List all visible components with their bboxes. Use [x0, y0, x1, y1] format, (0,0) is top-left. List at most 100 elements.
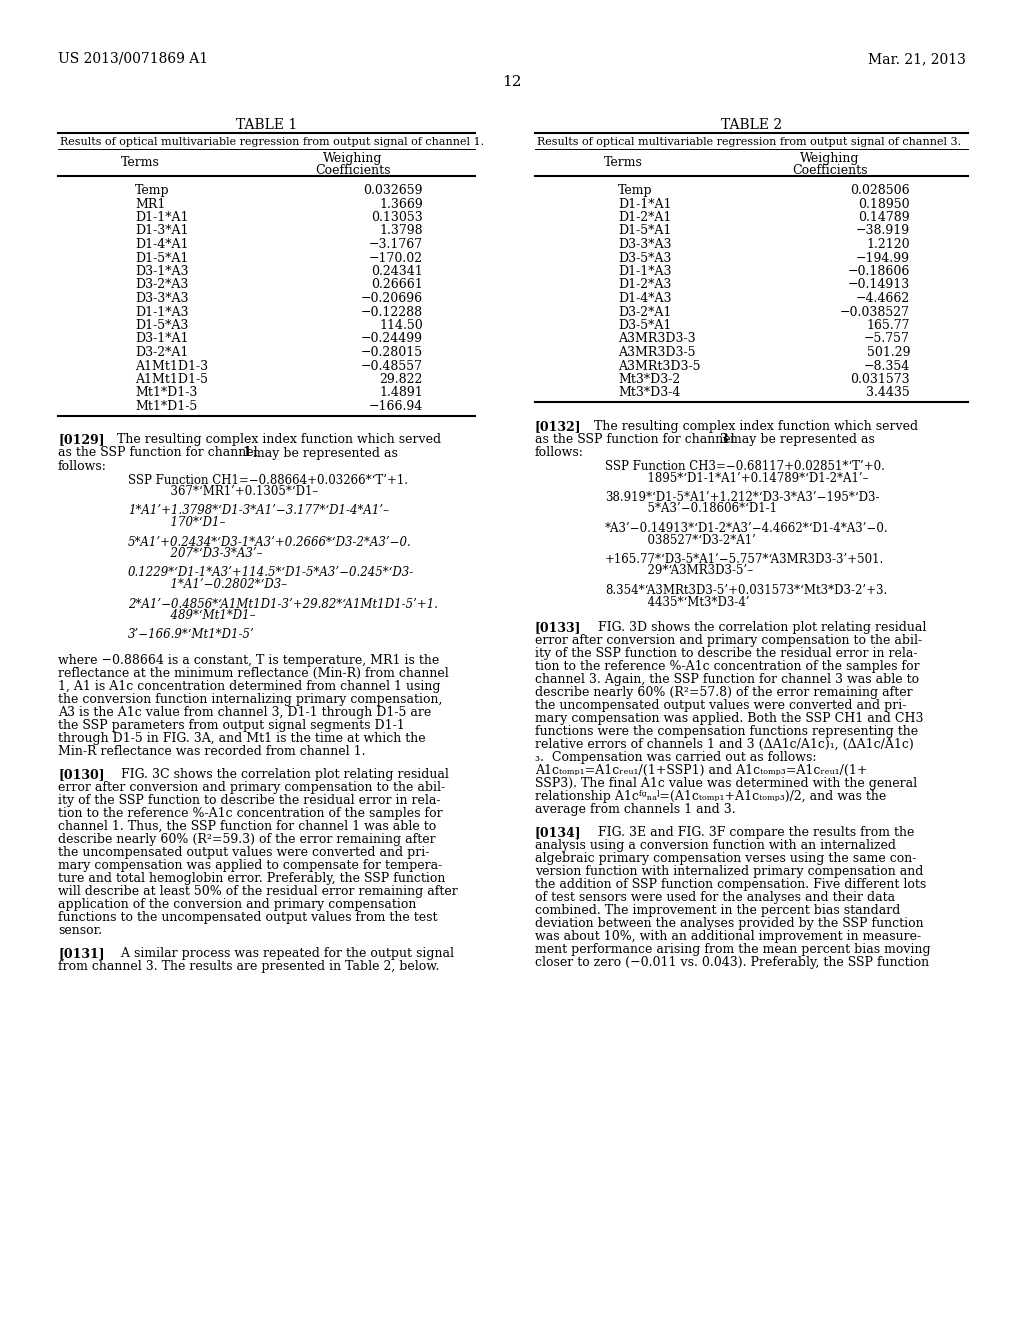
- Text: deviation between the analyses provided by the SSP function: deviation between the analyses provided …: [535, 917, 924, 931]
- Text: relative errors of channels 1 and 3 (ΔA1c/A1c)₁, (ΔA1c/A1c): relative errors of channels 1 and 3 (ΔA1…: [535, 738, 913, 751]
- Text: ment performance arising from the mean percent bias moving: ment performance arising from the mean p…: [535, 942, 931, 956]
- Text: error after conversion and primary compensation to the abil-: error after conversion and primary compe…: [535, 634, 923, 647]
- Text: 0.1229*‘D1-1*A3’+114.5*‘D1-5*A3’−0.245*‘D3-: 0.1229*‘D1-1*A3’+114.5*‘D1-5*A3’−0.245*‘…: [128, 566, 415, 579]
- Text: Min-R reflectance was recorded from channel 1.: Min-R reflectance was recorded from chan…: [58, 744, 366, 758]
- Text: D1-1*A1: D1-1*A1: [618, 198, 672, 210]
- Text: TABLE 1: TABLE 1: [236, 117, 297, 132]
- Text: 5*A3’−0.18606*‘D1-1: 5*A3’−0.18606*‘D1-1: [625, 503, 777, 516]
- Text: −0.18606: −0.18606: [848, 265, 910, 279]
- Text: The resulting complex index function which served: The resulting complex index function whi…: [105, 433, 441, 446]
- Text: US 2013/0071869 A1: US 2013/0071869 A1: [58, 51, 208, 66]
- Text: 29.822: 29.822: [380, 374, 423, 385]
- Text: 207*‘D3-3*A3’–: 207*‘D3-3*A3’–: [148, 546, 262, 560]
- Text: −4.4662: −4.4662: [856, 292, 910, 305]
- Text: −3.1767: −3.1767: [369, 238, 423, 251]
- Text: [0131]: [0131]: [58, 946, 104, 960]
- Text: [0129]: [0129]: [58, 433, 104, 446]
- Text: 0.13053: 0.13053: [372, 211, 423, 224]
- Text: Mt3*D3-2: Mt3*D3-2: [618, 374, 680, 385]
- Text: algebraic primary compensation verses using the same con-: algebraic primary compensation verses us…: [535, 851, 916, 865]
- Text: −0.48557: −0.48557: [361, 359, 423, 372]
- Text: Terms: Terms: [603, 156, 642, 169]
- Text: D1-5*A1: D1-5*A1: [618, 224, 672, 238]
- Text: SSP Function CH3=−0.68117+0.02851*‘T’+0.: SSP Function CH3=−0.68117+0.02851*‘T’+0.: [605, 459, 885, 473]
- Text: the SSP parameters from output signal segments D1-1: the SSP parameters from output signal se…: [58, 719, 404, 733]
- Text: 4435*‘Mt3*D3-4’: 4435*‘Mt3*D3-4’: [625, 595, 750, 609]
- Text: tion to the reference %-A1c concentration of the samples for: tion to the reference %-A1c concentratio…: [58, 807, 442, 820]
- Text: D1-5*A3: D1-5*A3: [135, 319, 188, 333]
- Text: [0133]: [0133]: [535, 620, 582, 634]
- Text: 29*‘A3MR3D3-5’–: 29*‘A3MR3D3-5’–: [625, 565, 753, 578]
- Text: Weighing: Weighing: [324, 152, 383, 165]
- Text: [0134]: [0134]: [535, 826, 582, 840]
- Text: 0.14789: 0.14789: [858, 211, 910, 224]
- Text: functions to the uncompensated output values from the test: functions to the uncompensated output va…: [58, 911, 437, 924]
- Text: 3.4435: 3.4435: [866, 387, 910, 400]
- Text: mary compensation was applied to compensate for tempera-: mary compensation was applied to compens…: [58, 859, 442, 873]
- Text: ity of the SSP function to describe the residual error in rela-: ity of the SSP function to describe the …: [535, 647, 918, 660]
- Text: 1.3798: 1.3798: [379, 224, 423, 238]
- Text: Mt1*D1-3: Mt1*D1-3: [135, 387, 198, 400]
- Text: D1-5*A1: D1-5*A1: [135, 252, 188, 264]
- Text: relationship A1cᶠᶢₙₐᶪ=(A1cₜₒₘₚ₁+A1cₜₒₘₚ₃)/2, and was the: relationship A1cᶠᶢₙₐᶪ=(A1cₜₒₘₚ₁+A1cₜₒₘₚ₃…: [535, 789, 886, 803]
- Text: of test sensors were used for the analyses and their data: of test sensors were used for the analys…: [535, 891, 895, 904]
- Text: from channel 3. The results are presented in Table 2, below.: from channel 3. The results are presente…: [58, 960, 439, 973]
- Text: 2*A1’−0.4856*‘A1Mt1D1-3’+29.82*‘A1Mt1D1-5’+1.: 2*A1’−0.4856*‘A1Mt1D1-3’+29.82*‘A1Mt1D1-…: [128, 598, 438, 610]
- Text: −0.20696: −0.20696: [360, 292, 423, 305]
- Text: follows:: follows:: [58, 459, 106, 473]
- Text: D1-3*A1: D1-3*A1: [135, 224, 188, 238]
- Text: A3 is the A1c value from channel 3, D1-1 through D1-5 are: A3 is the A1c value from channel 3, D1-1…: [58, 706, 431, 719]
- Text: The resulting complex index function which served: The resulting complex index function whi…: [582, 420, 919, 433]
- Text: Mt3*D3-4: Mt3*D3-4: [618, 387, 680, 400]
- Text: 1*A1’+1.3798*‘D1-3*A1’−3.177*‘D1-4*A1’–: 1*A1’+1.3798*‘D1-3*A1’−3.177*‘D1-4*A1’–: [128, 504, 389, 517]
- Text: −8.354: −8.354: [864, 359, 910, 372]
- Text: −194.99: −194.99: [856, 252, 910, 264]
- Text: combined. The improvement in the percent bias standard: combined. The improvement in the percent…: [535, 904, 900, 917]
- Text: where −0.88664 is a constant, T is temperature, MR1 is the: where −0.88664 is a constant, T is tempe…: [58, 653, 439, 667]
- Text: 0.24341: 0.24341: [372, 265, 423, 279]
- Text: may be represented as: may be represented as: [249, 446, 398, 459]
- Text: the uncompensated output values were converted and pri-: the uncompensated output values were con…: [535, 700, 906, 711]
- Text: A1Mt1D1-3: A1Mt1D1-3: [135, 359, 208, 372]
- Text: Coefficients: Coefficients: [315, 164, 391, 177]
- Text: D1-2*A3: D1-2*A3: [618, 279, 672, 292]
- Text: 367*‘MR1’+0.1305*‘D1–: 367*‘MR1’+0.1305*‘D1–: [148, 484, 318, 498]
- Text: Coefficients: Coefficients: [793, 164, 867, 177]
- Text: mary compensation was applied. Both the SSP CH1 and CH3: mary compensation was applied. Both the …: [535, 711, 924, 725]
- Text: 170*‘D1–: 170*‘D1–: [148, 516, 225, 529]
- Text: error after conversion and primary compensation to the abil-: error after conversion and primary compe…: [58, 781, 445, 795]
- Text: 8.354*‘A3MRt3D3-5’+0.031573*‘Mt3*D3-2’+3.: 8.354*‘A3MRt3D3-5’+0.031573*‘Mt3*D3-2’+3…: [605, 583, 887, 597]
- Text: D1-4*A1: D1-4*A1: [135, 238, 188, 251]
- Text: D3-1*A3: D3-1*A3: [135, 265, 188, 279]
- Text: A3MRt3D3-5: A3MRt3D3-5: [618, 359, 700, 372]
- Text: 0.032659: 0.032659: [364, 183, 423, 197]
- Text: was about 10%, with an additional improvement in measure-: was about 10%, with an additional improv…: [535, 931, 922, 942]
- Text: TABLE 2: TABLE 2: [721, 117, 782, 132]
- Text: 114.50: 114.50: [379, 319, 423, 333]
- Text: D1-1*A3: D1-1*A3: [618, 265, 672, 279]
- Text: 1*A1’−0.2802*‘D3–: 1*A1’−0.2802*‘D3–: [148, 578, 287, 591]
- Text: sensor.: sensor.: [58, 924, 102, 937]
- Text: describe nearly 60% (R²=59.3) of the error remaining after: describe nearly 60% (R²=59.3) of the err…: [58, 833, 435, 846]
- Text: FIG. 3D shows the correlation plot relating residual: FIG. 3D shows the correlation plot relat…: [582, 620, 927, 634]
- Text: D3-2*A3: D3-2*A3: [135, 279, 188, 292]
- Text: as the SSP function for channel: as the SSP function for channel: [58, 446, 261, 459]
- Text: +165.77*‘D3-5*A1’−5.757*‘A3MR3D3-3’+501.: +165.77*‘D3-5*A1’−5.757*‘A3MR3D3-3’+501.: [605, 553, 885, 566]
- Text: tion to the reference %-A1c concentration of the samples for: tion to the reference %-A1c concentratio…: [535, 660, 920, 673]
- Text: D3-2*A1: D3-2*A1: [618, 305, 672, 318]
- Text: reflectance at the minimum reflectance (Min-R) from channel: reflectance at the minimum reflectance (…: [58, 667, 449, 680]
- Text: the conversion function internalizing primary compensation,: the conversion function internalizing pr…: [58, 693, 442, 706]
- Text: ₃.  Compensation was carried out as follows:: ₃. Compensation was carried out as follo…: [535, 751, 816, 764]
- Text: 5*A1’+0.2434*‘D3-1*A3’+0.2666*‘D3-2*A3’−0.: 5*A1’+0.2434*‘D3-1*A3’+0.2666*‘D3-2*A3’−…: [128, 536, 412, 549]
- Text: D1-1*A3: D1-1*A3: [135, 305, 188, 318]
- Text: −166.94: −166.94: [369, 400, 423, 413]
- Text: 38.919*‘D1-5*A1’+1.212*‘D3-3*A3’−195*‘D3-: 38.919*‘D1-5*A1’+1.212*‘D3-3*A3’−195*‘D3…: [605, 491, 880, 504]
- Text: FIG. 3E and FIG. 3F compare the results from the: FIG. 3E and FIG. 3F compare the results …: [582, 826, 914, 840]
- Text: average from channels 1 and 3.: average from channels 1 and 3.: [535, 803, 735, 816]
- Text: 489*‘Mt1*D1–: 489*‘Mt1*D1–: [148, 609, 256, 622]
- Text: 0.18950: 0.18950: [858, 198, 910, 210]
- Text: Results of optical multivariable regression from output signal of channel 1.: Results of optical multivariable regress…: [60, 137, 484, 147]
- Text: 1.2120: 1.2120: [866, 238, 910, 251]
- Text: D3-5*A1: D3-5*A1: [618, 319, 672, 333]
- Text: D3-1*A1: D3-1*A1: [135, 333, 188, 346]
